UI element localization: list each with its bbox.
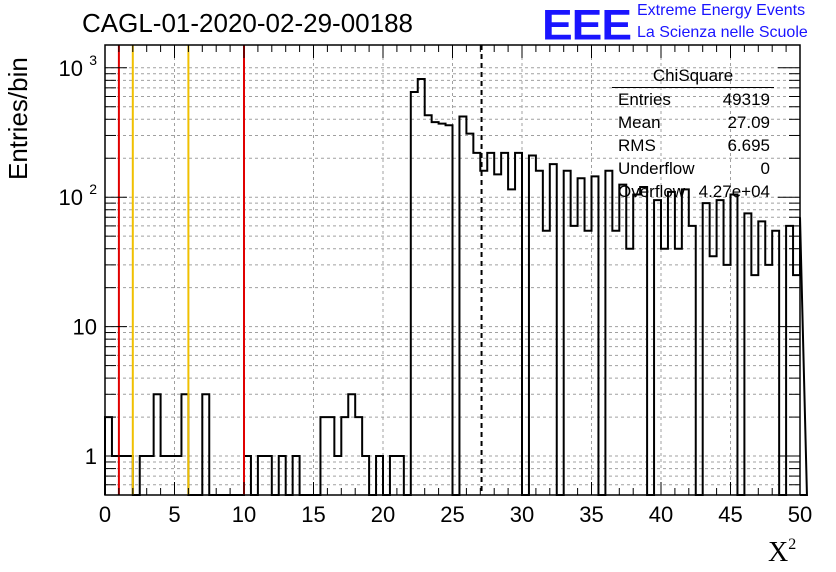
y-tick-label-exponent: 2 [89, 181, 97, 197]
x-axis-label-superscript: 2 [788, 536, 797, 553]
y-tick-label: 10 [59, 56, 83, 81]
stats-value: 27.09 [727, 113, 770, 132]
y-tick-label: 10 [73, 315, 97, 340]
stats-row-entries: Entries 49319 [612, 90, 774, 113]
stats-value: 6.695 [727, 136, 770, 155]
stats-row-overflow: Overflow 4.27e+04 [612, 182, 774, 205]
logo-subtitle-line2: La Scienza nelle Scuole [637, 24, 808, 41]
stats-name: RMS [618, 136, 656, 155]
x-tick-label: 0 [99, 502, 111, 527]
x-axis-label-main: X [768, 537, 789, 568]
x-tick-label: 25 [440, 502, 464, 527]
logo-subtitle-line1: Extreme Energy Events [637, 2, 806, 19]
x-tick-label: 5 [168, 502, 180, 527]
stats-box: ChiSquare Entries 49319 Mean 27.09 RMS 6… [612, 66, 774, 205]
x-tick-label: 15 [301, 502, 325, 527]
stats-name: Underflow [618, 159, 695, 178]
stats-row-mean: Mean 27.09 [612, 113, 774, 136]
x-axis-label: X2 [768, 536, 796, 569]
x-tick-label: 45 [718, 502, 742, 527]
stats-box-title: ChiSquare [612, 66, 774, 88]
stats-name: Overflow [618, 182, 686, 201]
x-tick-label: 20 [371, 502, 395, 527]
stats-row-underflow: Underflow 0 [612, 159, 774, 182]
stats-name: Mean [618, 113, 661, 132]
y-tick-label: 10 [59, 185, 83, 210]
x-tick-label: 10 [232, 502, 256, 527]
x-tick-label: 35 [579, 502, 603, 527]
stats-value: 4.27e+04 [698, 182, 770, 201]
eee-logo: EEE [542, 0, 632, 49]
stats-value: 49319 [722, 90, 770, 109]
stats-row-rms: RMS 6.695 [612, 136, 774, 159]
y-tick-label-exponent: 3 [89, 52, 97, 68]
x-tick-label: 50 [788, 502, 812, 527]
y-tick-label: 1 [85, 444, 97, 469]
stats-value: 0 [760, 159, 770, 178]
stats-name: Entries [618, 90, 671, 109]
x-tick-label: 30 [510, 502, 534, 527]
chart-title: CAGL-01-2020-02-29-00188 [82, 8, 413, 38]
x-tick-label: 40 [649, 502, 673, 527]
